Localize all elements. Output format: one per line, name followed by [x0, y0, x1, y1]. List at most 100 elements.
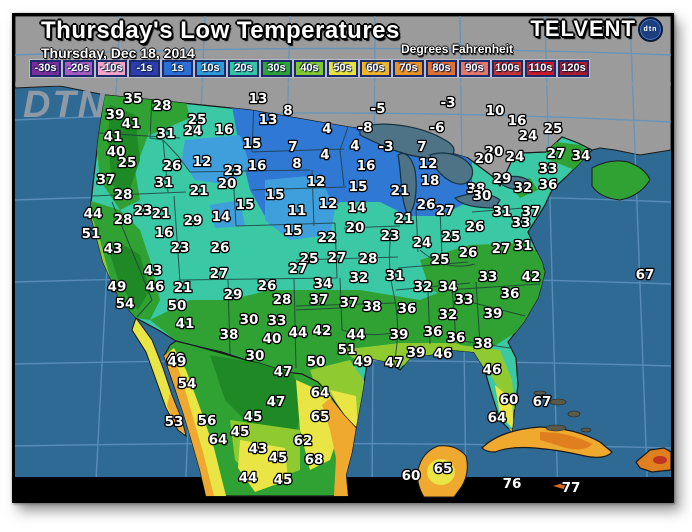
- temp-label: 54: [178, 376, 197, 392]
- temp-label: 50: [307, 354, 326, 370]
- temp-label: 29: [224, 287, 243, 303]
- temp-label: 36: [424, 324, 443, 340]
- temp-label: 28: [273, 292, 292, 308]
- temp-label: 37: [310, 292, 329, 308]
- temp-label: 20: [485, 144, 504, 160]
- legend-swatch-10s: 10s: [195, 60, 226, 77]
- temp-label: 27: [210, 266, 229, 282]
- temp-label: 15: [266, 187, 285, 203]
- temp-label: 33: [539, 161, 558, 177]
- temp-label: 35: [124, 91, 143, 107]
- legend-swatch-90s: 90s: [459, 60, 490, 77]
- temp-label: 7: [417, 139, 426, 155]
- temp-label: 68: [305, 452, 324, 468]
- cuba-interior: [540, 432, 592, 450]
- temp-label: 10: [486, 103, 505, 119]
- legend-swatch--30s: -30s: [30, 60, 61, 77]
- legend-swatch--20s: -20s: [63, 60, 94, 77]
- dtn-watermark: DTN: [23, 84, 108, 126]
- hispaniola-interior: [653, 456, 667, 464]
- legend-swatch-20s: 20s: [228, 60, 259, 77]
- temp-label: 23: [134, 203, 153, 219]
- header-divider: [15, 82, 671, 86]
- temp-label: 31: [155, 175, 174, 191]
- temp-label: 50: [168, 298, 187, 314]
- temp-label: 23: [171, 240, 190, 256]
- temp-label: 45: [244, 409, 263, 425]
- temp-label: 31: [514, 238, 533, 254]
- temp-label: 24: [184, 123, 203, 139]
- state-borders: [91, 96, 541, 371]
- temp-label: 16: [357, 158, 376, 174]
- temp-label: 16: [155, 225, 174, 241]
- temp-label: 42: [313, 323, 332, 339]
- temp-label: 27: [289, 261, 308, 277]
- temp-label: 38: [467, 181, 486, 197]
- dtn-badge-icon: dtn: [638, 16, 663, 42]
- temp-label: 26: [466, 219, 485, 235]
- date-label: Thursday, Dec 18, 2014: [41, 45, 195, 61]
- temp-label: 67: [533, 394, 552, 410]
- temp-label: 33: [479, 269, 498, 285]
- page-title: Thursday's Low Temperatures: [41, 17, 400, 44]
- temp-label: 67: [636, 267, 655, 283]
- legend-swatch-100s: 100s: [492, 60, 523, 77]
- temp-label: 41: [176, 316, 195, 332]
- temp-label: 12: [419, 156, 438, 172]
- temp-label: 20: [475, 151, 494, 167]
- temp-label: 44: [289, 325, 308, 341]
- cuba-island: [481, 426, 613, 458]
- temp-label: 13: [259, 112, 278, 128]
- temp-label: 38: [474, 336, 493, 352]
- temp-label: 4: [350, 138, 359, 154]
- temp-label: 64: [311, 385, 330, 401]
- temp-label: 60: [500, 392, 519, 408]
- temp-label: 45: [274, 472, 293, 488]
- temp-label: 36: [501, 286, 520, 302]
- temp-label: 54: [116, 296, 135, 312]
- temp-label: -5: [371, 101, 386, 117]
- temp-label: 30: [240, 312, 259, 328]
- temp-label: 21: [152, 206, 171, 222]
- temp-label: 77: [562, 480, 581, 496]
- temp-label: 7: [288, 139, 297, 155]
- temp-label: -8: [358, 120, 373, 136]
- temp-label: 47: [267, 394, 286, 410]
- temp-label: 32: [414, 279, 433, 295]
- temp-label: 18: [421, 173, 440, 189]
- temp-label: 32: [439, 307, 458, 323]
- temp-label: 22: [318, 230, 337, 246]
- temp-label: 33: [455, 292, 474, 308]
- temp-label: 37: [97, 172, 116, 188]
- temp-label: 8: [292, 156, 301, 172]
- temp-label: 47: [385, 355, 404, 371]
- temp-label: 46: [434, 346, 453, 362]
- temp-label: 44: [239, 470, 258, 486]
- brand-name: TELVENT: [530, 16, 636, 41]
- temp-label: 39: [106, 107, 125, 123]
- legend-swatch-70s: 70s: [393, 60, 424, 77]
- temp-label: 47: [274, 364, 293, 380]
- temp-label: 26: [417, 197, 436, 213]
- temp-label: 21: [391, 183, 410, 199]
- temp-label: 26: [163, 158, 182, 174]
- temp-label: 56: [198, 413, 217, 429]
- yucatan-interior: [427, 459, 455, 485]
- legend-swatch--10s: -10s: [96, 60, 127, 77]
- temp-label: 34: [314, 276, 333, 292]
- temp-label: 29: [493, 171, 512, 187]
- temp-label: 40: [263, 331, 282, 347]
- temp-label: 28: [114, 187, 133, 203]
- temp-label: 25: [118, 155, 137, 171]
- legend-swatch-120s: 120s: [558, 60, 589, 77]
- temp-label: 28: [114, 212, 133, 228]
- temp-label: 46: [146, 279, 165, 295]
- temp-label: 15: [236, 197, 255, 213]
- temp-label: 40: [107, 144, 126, 160]
- temp-label: 49: [168, 354, 187, 370]
- temp-label: 11: [288, 203, 307, 219]
- baja-tip: [167, 393, 185, 434]
- temp-label: 64: [209, 432, 228, 448]
- temp-label: 49: [108, 279, 127, 295]
